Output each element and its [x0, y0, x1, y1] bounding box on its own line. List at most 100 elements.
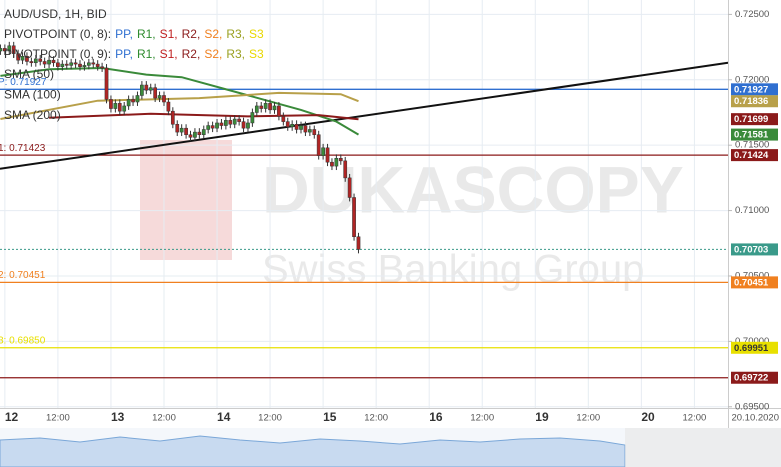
pivot-legend: PIVOTPOINT (0, 8): PP, R1, S1, R2, S2, R3, S3: [4, 27, 264, 41]
x-tick-label: 14: [217, 410, 231, 424]
candle-body: [201, 129, 206, 135]
candle-body: [272, 105, 277, 111]
candle-body: [7, 45, 12, 52]
candle-body: [228, 120, 233, 125]
candle-body: [60, 63, 65, 67]
date-label: 20.10.2020: [731, 413, 779, 424]
candle-body: [69, 62, 74, 66]
x-tick-label: 12:00: [46, 413, 70, 424]
legend-entry: SMA (50): [4, 67, 54, 81]
candle-body: [113, 103, 118, 109]
price-tag-label: 0.69722: [734, 373, 768, 384]
pivot-legend-item: S3: [249, 27, 264, 41]
x-tick-label: 12:00: [576, 413, 600, 424]
x-tick-label: 13: [111, 410, 125, 424]
x-tick-label: 16: [429, 410, 443, 424]
candle-body: [25, 55, 29, 62]
candle-body: [78, 63, 82, 67]
candle-body: [175, 124, 180, 133]
pivot-legend-item: R2,: [182, 47, 201, 61]
candle-body: [117, 103, 122, 112]
pivot-legend-item: R3,: [226, 47, 245, 61]
watermark-subtitle: Swiss Banking Group: [262, 248, 644, 292]
pivot-legend-item: R1,: [137, 47, 156, 61]
candle-body: [299, 125, 303, 130]
x-tick-label: 12:00: [258, 413, 282, 424]
price-tag: [731, 243, 778, 256]
price-tag: [731, 341, 778, 354]
candle-body: [162, 95, 166, 103]
price-tag-label: 0.71699: [734, 114, 768, 125]
candle-body: [153, 87, 157, 99]
candle-body: [144, 84, 149, 91]
candle-body: [126, 99, 131, 107]
candle-body: [325, 147, 330, 163]
candle-body: [312, 129, 317, 135]
watermark-title: DUKASCOPY: [262, 152, 684, 226]
candle-body: [188, 134, 193, 138]
y-tick-label: 0.69500: [735, 401, 769, 412]
candle-body: [224, 120, 228, 126]
x-tick-label: 15: [323, 410, 337, 424]
candle-body: [356, 236, 361, 250]
price-tag-label: 0.70451: [734, 277, 769, 288]
pivot-legend-item: R2,: [182, 27, 201, 41]
pivot-level-label: 1: 0.71423: [0, 143, 46, 154]
y-tick-label: 0.71500: [735, 140, 769, 151]
candle-body: [29, 61, 34, 64]
x-tick-label: 12:00: [152, 413, 176, 424]
pivot-legend-label: PIVOTPOINT (0, 9):: [4, 47, 111, 61]
candle-body: [42, 61, 47, 65]
candle-body: [11, 45, 16, 54]
candle-body: [184, 127, 188, 135]
candle-body: [316, 134, 321, 156]
candle-body: [64, 63, 69, 66]
watermark-logo: [140, 140, 232, 260]
candle-body: [330, 161, 334, 167]
legend-entry: SMA (100): [4, 88, 61, 102]
candle-body: [277, 105, 281, 117]
candle-body: [263, 103, 268, 109]
navigator-area: [0, 435, 626, 467]
candle-body: [109, 99, 113, 109]
y-tick-label: 0.70000: [735, 336, 769, 347]
price-tag-label: 0.71581: [734, 130, 769, 141]
pivot-legend-item: S2,: [204, 27, 222, 41]
candle-body: [56, 62, 60, 67]
price-tag: [731, 128, 778, 141]
chart-title: AUD/USD, 1H, BID: [4, 7, 107, 21]
candle-body: [51, 59, 56, 64]
candle-body: [104, 67, 109, 100]
candle-body: [166, 101, 171, 112]
pivot-legend: PIVOTPOINT (0, 9): PP, R1, S1, R2, S2, R3, S3: [4, 47, 264, 61]
candle-body: [268, 103, 272, 111]
trend-line: [0, 61, 729, 170]
candle-body: [135, 95, 140, 103]
candle-body: [3, 48, 7, 52]
candle-body: [95, 63, 100, 67]
pivot-legend-item: R3,: [226, 27, 245, 41]
x-tick-label: 12:00: [470, 413, 494, 424]
price-tag: [731, 276, 778, 289]
candle-body: [281, 116, 286, 122]
candle-body: [246, 122, 250, 129]
pivot-legend-label: PIVOTPOINT (0, 8):: [4, 27, 111, 41]
candle-body: [16, 53, 20, 61]
candle-body: [352, 197, 356, 237]
sma-line: [49, 112, 359, 121]
x-axis-band: [0, 408, 728, 428]
pivot-level-label: 2: 0.70451: [0, 270, 46, 281]
sma-line: [0, 91, 359, 120]
candle-body: [347, 177, 352, 198]
candle-body: [38, 58, 43, 62]
candle-body: [232, 118, 237, 125]
candle-body: [148, 87, 153, 91]
candle-body: [338, 158, 343, 162]
pivot-legend-item: S1,: [160, 47, 178, 61]
pivot-level-label: P: 0.71927: [0, 77, 47, 88]
pivot-legend-item: PP,: [115, 27, 133, 41]
pivot-legend-item: R1,: [137, 27, 156, 41]
price-tag-label: 0.71836: [734, 96, 768, 107]
